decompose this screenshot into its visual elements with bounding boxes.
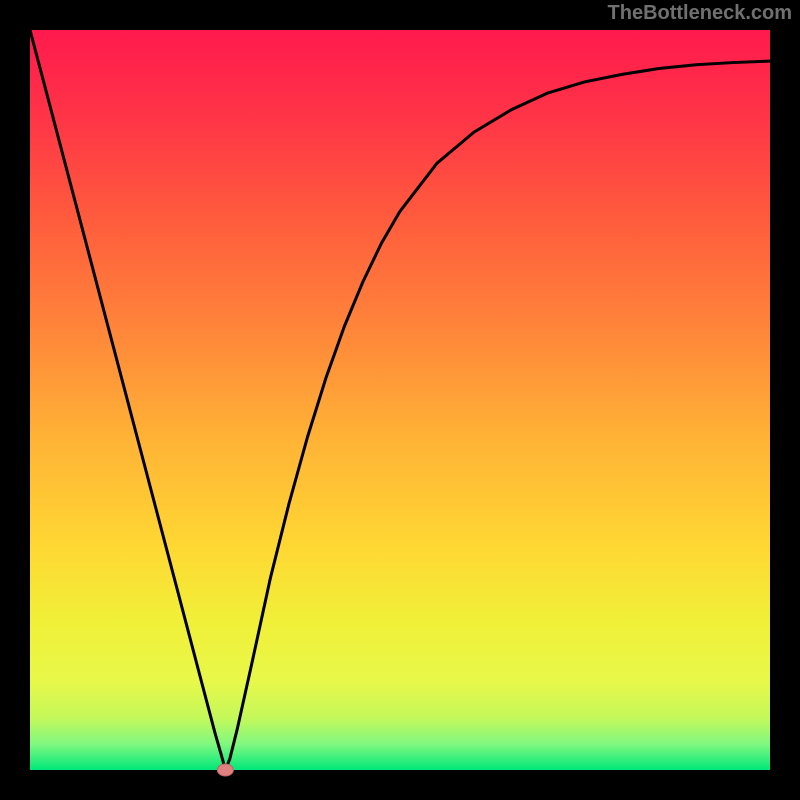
chart-container: TheBottleneck.com (0, 0, 800, 800)
watermark-text: TheBottleneck.com (608, 2, 792, 25)
plot-background (30, 30, 770, 770)
bottleneck-chart (0, 0, 800, 800)
optimal-point-marker (217, 764, 233, 776)
